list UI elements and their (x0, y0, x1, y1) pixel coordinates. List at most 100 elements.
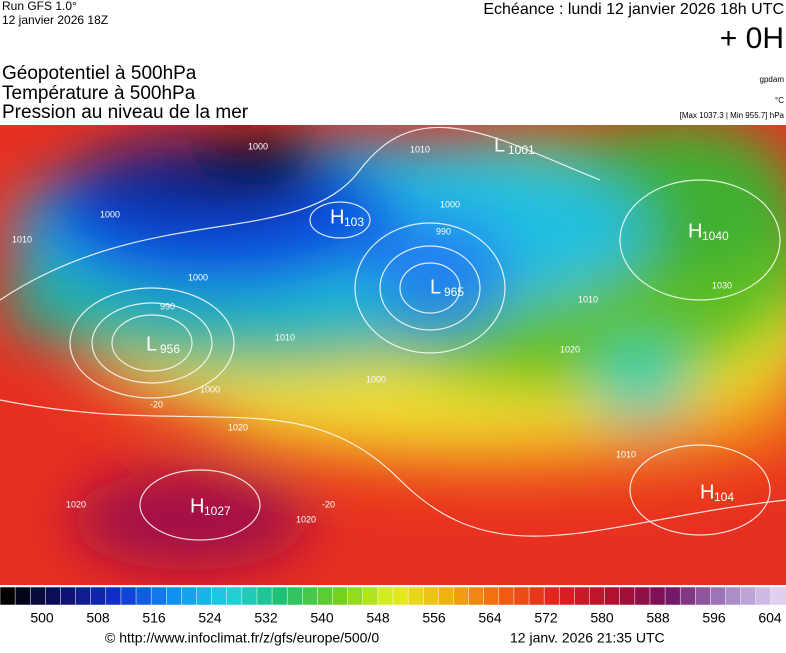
colorbar-swatch (377, 586, 394, 606)
colorbar-swatch (135, 586, 152, 606)
colorbar-swatch (317, 586, 334, 606)
colorbar-swatch (271, 586, 288, 606)
colorbar: 500 508 516 524 532 540 548 556 564 572 580 588 596 6… (0, 586, 786, 626)
colorbar-swatch (513, 586, 530, 606)
colorbar-swatch (392, 586, 409, 606)
colorbar-swatch (166, 586, 183, 606)
colorbar-swatch (211, 586, 228, 606)
contour-label: 1020 (560, 344, 580, 354)
colorbar-swatch (29, 586, 47, 606)
run-date: 12 janvier 2026 18Z (2, 13, 108, 27)
colorbar-swatch (755, 586, 772, 606)
colorbar-label: 588 (646, 610, 670, 626)
colorbar-swatch (256, 586, 273, 606)
center-letter: L (146, 333, 157, 355)
colorbar-swatch (75, 586, 92, 606)
contour-labels: 1000 1000 1000 1010 990 1000 1010 1020 1030 1010 1… (12, 141, 732, 524)
colorbar-swatch (604, 586, 621, 606)
center-value: 103 (344, 215, 364, 229)
center-letter: H (688, 220, 702, 242)
colorbar-swatch (302, 586, 319, 606)
contour-label: 1000 (200, 384, 220, 394)
contour-label: 990 (160, 301, 175, 311)
colorbar-label: 540 (310, 610, 334, 626)
colorbar-swatch (60, 586, 77, 606)
contour-label: 1010 (275, 332, 295, 342)
colorbar-swatch (634, 586, 651, 606)
colorbar-swatch (695, 586, 712, 606)
colorbar-swatch (150, 586, 168, 606)
center-letter: L (494, 134, 505, 156)
contour-label: 1000 (188, 272, 208, 282)
contour-label: -20 (150, 399, 163, 409)
run: Run GFS 1.0° (2, 0, 77, 13)
center-letter: H (700, 481, 714, 503)
colorbar-swatch (725, 586, 742, 606)
colorbar-swatch (196, 586, 213, 606)
center-value: 104 (714, 490, 734, 504)
colorbar-label: 580 (590, 610, 614, 626)
colorbar-label: 508 (86, 610, 110, 626)
colorbar-swatch (438, 586, 455, 606)
contour-label: 1010 (12, 234, 32, 244)
unit: gpdam (760, 75, 785, 84)
colorbar-label: 532 (254, 610, 278, 626)
center-value: 1027 (204, 504, 231, 518)
colorbar-swatch (181, 586, 198, 606)
contour-label: 1000 (248, 141, 268, 151)
contour-label: 1020 (228, 422, 248, 432)
colorbar-swatch (14, 586, 31, 606)
colorbar-swatch (332, 586, 349, 606)
center-letter: H (190, 495, 204, 517)
colorbar-swatch (483, 586, 500, 606)
colorbar-swatch (740, 586, 757, 606)
contour-label: 1020 (66, 499, 86, 509)
contour-label: 990 (436, 226, 451, 236)
colorbar-swatch (90, 586, 107, 606)
colorbar-label: 572 (534, 610, 558, 626)
colorbar-swatch (679, 586, 697, 606)
unit: [Max 1037.3 | Min 955.7] hPa (680, 111, 785, 120)
footer-date: 12 janv. 2026 21:35 UTC (510, 630, 665, 646)
colorbar-swatch (559, 586, 576, 606)
colorbar-swatch (226, 586, 243, 606)
colorbar-label: 596 (702, 610, 726, 626)
colorbar-swatch (589, 586, 606, 606)
contour-label: 1000 (366, 374, 386, 384)
contour-label: 1010 (410, 144, 430, 154)
title: Température à 500hPa (2, 83, 196, 104)
colorbar-swatch (286, 586, 304, 606)
colorbar-swatch (120, 586, 137, 606)
colorbar-label: 604 (758, 610, 782, 626)
footer-url: © http://www.infoclimat.fr/z/gfs/europe/… (105, 630, 379, 646)
colorbar-swatch (770, 586, 786, 606)
unit: °C (775, 96, 784, 105)
center-value: 956 (160, 342, 180, 356)
contour-label: 1010 (616, 449, 636, 459)
center-value: 965 (444, 285, 464, 299)
colorbar-swatch (422, 586, 440, 606)
colorbar-swatch (105, 586, 122, 606)
contour-label: 1000 (100, 209, 120, 219)
colorbar-label: 564 (478, 610, 502, 626)
colorbar-swatch (543, 586, 561, 606)
title: Pression au niveau de la mer (2, 102, 249, 123)
colorbar-swatch (241, 586, 258, 606)
colorbar-swatch (498, 586, 515, 606)
colorbar-swatch (649, 586, 666, 606)
colorbar-label: 516 (142, 610, 166, 626)
colorbar-swatch (528, 586, 545, 606)
contour-label: 1020 (296, 514, 316, 524)
center-value: 1040 (702, 229, 729, 243)
map (0, 125, 786, 585)
forecast: Echéance : lundi 12 janvier 2026 18h UTC (483, 1, 784, 18)
colorbar-label: 500 (30, 610, 54, 626)
contour-label: 1030 (712, 280, 732, 290)
center-value: 1001 (508, 143, 535, 157)
colorbar-swatch (574, 586, 591, 606)
colorbar-swatch (407, 586, 424, 606)
colorbar-label: 524 (198, 610, 222, 626)
